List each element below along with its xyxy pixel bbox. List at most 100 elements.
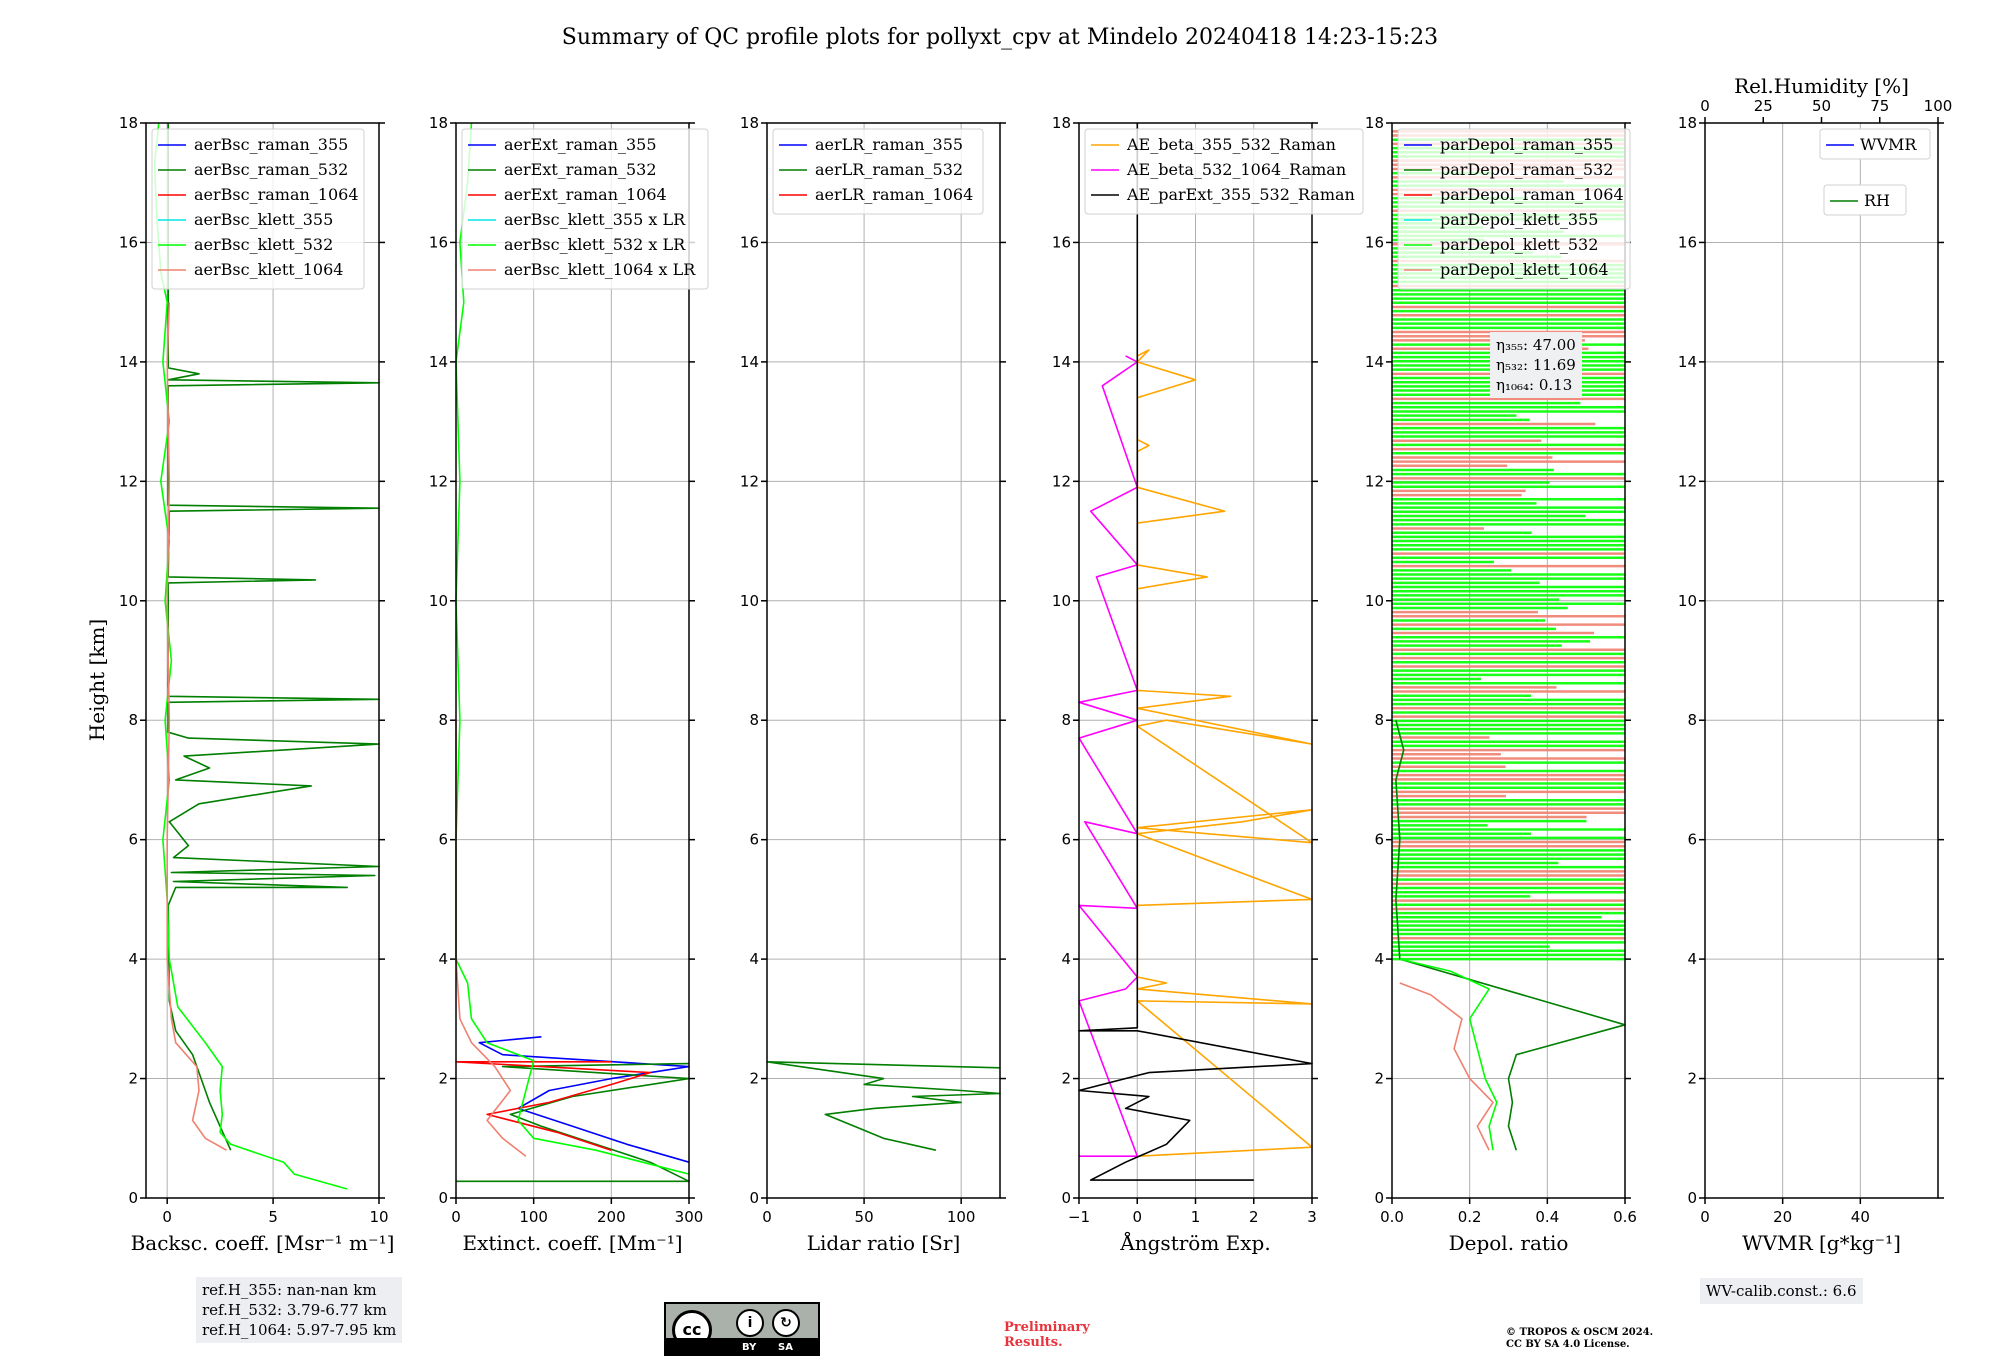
series-aerLR_raman_532 [766,1061,1001,1151]
legend-label: aerExt_raman_1064 [504,185,667,204]
x-tick-label: 50 [855,1208,874,1226]
y-tick-label: 14 [1678,353,1697,371]
series-AE_parExt_355_532_Raman [1078,123,1313,1181]
legend: AE_beta_355_532_Raman AE_beta_532_1064_Ra… [1084,128,1364,215]
legend-label: aerExt_raman_355 [504,135,657,154]
y-tick-label: 2 [438,1070,448,1088]
x-tick-label: 0.6 [1613,1208,1637,1226]
y-tick-label: 12 [740,472,759,490]
y-tick-label: 12 [1052,472,1071,490]
x-axis-label: Ångström Exp. [1119,1230,1270,1255]
cc-by-sa-license-badge: cc i ↻ BY SA [664,1302,820,1356]
x-tick-label: 100 [519,1208,548,1226]
y-tick-label: 14 [1365,353,1384,371]
x-tick-label: 10 [369,1208,388,1226]
y-tick-label: 8 [1687,711,1697,729]
y-tick-label: 6 [1374,831,1384,849]
figure-title: Summary of QC profile plots for pollyxt_… [562,25,1438,50]
eta-box: η₃₅₅: 47.00 η₅₃₂: 11.69 η₁₀₆₄: 0.13 [1490,332,1582,398]
y-tick-label: 0 [1687,1189,1697,1207]
y-tick-label: 10 [740,592,759,610]
preliminary-line-1: Preliminary [1004,1320,1090,1335]
ref-height-1064: ref.H_1064: 5.97-7.95 km [202,1321,397,1339]
legend-label: WVMR [1860,135,1917,154]
x2-tick-label: 50 [1812,97,1831,115]
x-tick-label: 0.0 [1380,1208,1404,1226]
ref-height-355: ref.H_355: nan-nan km [202,1281,377,1299]
legend-label: AE_beta_355_532_Raman [1126,135,1336,154]
y-tick-label: 0 [749,1189,759,1207]
legend-label: aerBsc_klett_355 x LR [504,210,686,229]
x-tick-label: 0 [762,1208,772,1226]
y-tick-label: 2 [1061,1070,1071,1088]
y-tick-label: 2 [1687,1070,1697,1088]
legend-label: parDepol_klett_355 [1440,210,1598,229]
series-parDepol_klett_532 [1399,958,1498,1151]
x-tick-label: 20 [1773,1208,1792,1226]
y-tick-label: 8 [749,711,759,729]
y-tick-label: 14 [1052,353,1071,371]
y-tick-label: 2 [749,1070,759,1088]
x-axis-label: Backsc. coeff. [Msr⁻¹ m⁻¹] [131,1231,395,1255]
y-tick-label: 16 [1052,233,1071,251]
legend-label: aerBsc_raman_532 [194,160,348,179]
copyright-line-2: CC BY SA 4.0 License. [1506,1339,1630,1350]
panel-frame [1078,122,1313,1199]
y-tick-label: 12 [1365,472,1384,490]
panel-lidar-ratio: 0 2 4 6 8 10 12 14 16 18 0 50 100 Lidar ratio [Sr] aer… [740,114,1006,1255]
y-tick-label: 0 [438,1189,448,1207]
y-tick-label: 10 [119,592,138,610]
series-AE_beta_532_1064_Raman [1078,355,1139,1157]
y-tick-label: 8 [1374,711,1384,729]
legend-box [772,128,984,215]
legend-label: AE_beta_532_1064_Raman [1126,160,1346,179]
y-tick-label: 18 [429,114,448,132]
x2-axis-label: Rel.Humidity [%] [1734,74,1909,98]
x-tick-label: 0.4 [1535,1208,1559,1226]
y-tick-label: 18 [119,114,138,132]
share-alike-icon: ↻ [772,1309,800,1337]
y-tick-label: 14 [740,353,759,371]
eta-1064: η₁₀₆₄: 0.13 [1496,376,1573,394]
legend-label: aerBsc_klett_532 x LR [504,235,686,254]
y-tick-label: 18 [1052,114,1071,132]
x2-tick-label: 100 [1924,97,1953,115]
panel-frame [1391,122,1626,1199]
x-axis-label: Extinct. coeff. [Mm⁻¹] [462,1231,682,1255]
x-tick-label: 40 [1851,1208,1870,1226]
x-tick-label: 300 [675,1208,704,1226]
legend-label: aerBsc_klett_355 [194,210,333,229]
y-tick-label: 8 [438,711,448,729]
y-tick-label: 8 [1061,711,1071,729]
y-tick-label: 4 [1374,950,1384,968]
panel-frame [1704,122,1939,1199]
legend-box [1819,128,1931,160]
x-tick-label: 5 [268,1208,278,1226]
y-tick-label: 4 [438,950,448,968]
y-tick-label: 18 [1365,114,1384,132]
y-tick-label: 12 [119,472,138,490]
y-tick-label: 6 [749,831,759,849]
legend-label: aerBsc_raman_355 [194,135,348,154]
legend-label: AE_parExt_355_532_Raman [1126,185,1355,204]
preliminary-results-note: Preliminary Results. [1004,1320,1090,1350]
y-tick-label: 16 [119,233,138,251]
legend-label: parDepol_klett_1064 [1440,260,1609,279]
y-tick-label: 12 [1678,472,1697,490]
x-tick-label: 0 [162,1208,172,1226]
eta-355: η₃₅₅: 47.00 [1496,336,1576,354]
series-aerBsc_klett_1064 [166,302,227,1151]
x-tick-label: 100 [947,1208,976,1226]
y-tick-label: 16 [740,233,759,251]
legend-label: parDepol_raman_1064 [1440,185,1624,204]
y-tick-label: 0 [1061,1189,1071,1207]
legend-label: aerBsc_klett_1064 [194,260,343,279]
wv-calibration-constant: WV-calib.const.: 6.6 [1706,1282,1857,1300]
y-tick-label: 10 [1678,592,1697,610]
x-axis-label: WVMR [g*kg⁻¹] [1742,1231,1901,1255]
y-tick-label: 14 [119,353,138,371]
legend-label: aerLR_raman_1064 [815,185,973,204]
